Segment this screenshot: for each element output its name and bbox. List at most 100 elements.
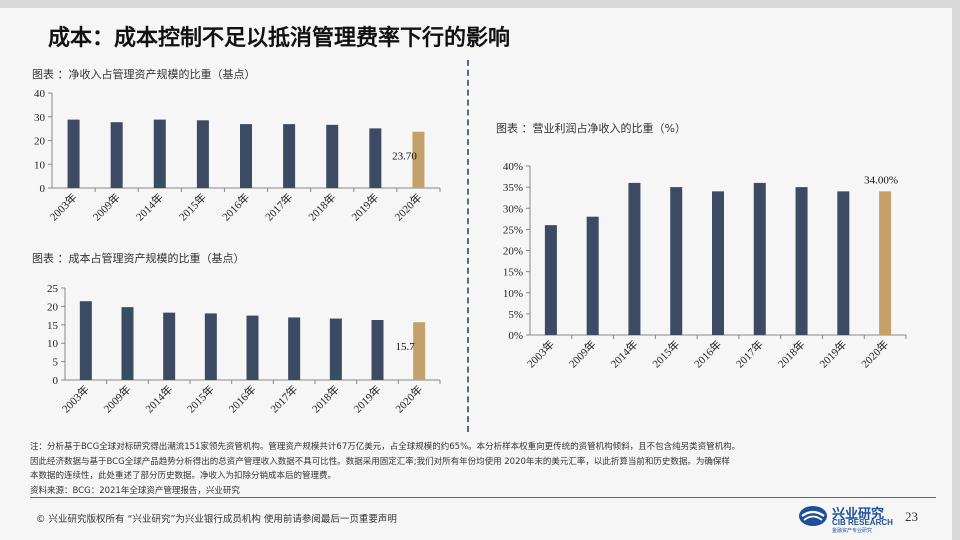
note-line: 因此经济数据与基于BCG全球产品趋势分析得出的总资产管理收入数据不具可比性。数据…: [30, 456, 730, 467]
bar: [326, 124, 339, 188]
y-tick-label: 30: [34, 112, 46, 124]
y-tick-label: 10: [34, 159, 46, 171]
bar: [153, 119, 166, 188]
y-tick-label: 0: [53, 375, 59, 387]
x-tick-label: 2019年: [816, 337, 849, 370]
bar: [121, 307, 134, 380]
x-tick-label: 2017年: [262, 190, 295, 223]
x-tick-label: 2020年: [391, 190, 424, 223]
x-tick-label: 2014年: [142, 382, 175, 415]
x-tick-label: 2009年: [566, 337, 599, 370]
x-tick-label: 2019年: [350, 382, 383, 415]
x-tick-label: 2016年: [219, 190, 252, 223]
x-tick-label: 2017年: [267, 382, 300, 415]
bar: [544, 225, 557, 335]
logo-sub: 金融资产专业研究: [832, 528, 873, 534]
chart3-title: 图表 ：营业利润占净收入的比重（%）: [496, 122, 686, 135]
x-tick-label: 2014年: [133, 190, 166, 223]
bar: [204, 313, 217, 380]
bar: [412, 131, 425, 188]
x-tick-label: 2009年: [100, 382, 133, 415]
data-label: 34.00%: [864, 174, 898, 186]
bar: [413, 322, 426, 380]
vertical-divider: [467, 60, 469, 432]
bar: [628, 182, 641, 335]
x-tick-label: 2003年: [524, 337, 557, 370]
slide-title: 成本：成本控制不足以抵消管理费率下行的影响: [48, 25, 511, 51]
bar: [288, 317, 301, 380]
y-tick-label: 40%: [503, 161, 523, 173]
x-tick-label: 2017年: [733, 337, 766, 370]
bar: [670, 187, 683, 335]
x-tick-label: 2020年: [392, 382, 425, 415]
bar: [753, 182, 766, 335]
y-tick-label: 40: [34, 88, 46, 100]
bar: [795, 187, 808, 335]
y-tick-label: 20: [34, 136, 46, 148]
bar: [196, 120, 209, 188]
note-line: 注：分析基于BCG全球对标研究得出潮流151家领先资管机构。管理资产规模共计67…: [30, 442, 741, 452]
bar: [163, 312, 176, 380]
bar: [369, 128, 382, 188]
chart2-title: 图表 ：成本占管理资产规模的比重（基点）: [32, 252, 245, 265]
chart-cost-share: 0 5 10 15 20 25 2003年 2009年 2014年 2015年 2016年 2017年…: [47, 283, 441, 415]
bar: [329, 318, 342, 380]
x-tick-label: 2018年: [305, 190, 338, 223]
bar: [246, 315, 259, 380]
bar: [79, 301, 92, 380]
x-tick-label: 2003年: [59, 382, 92, 415]
logo-cn: 兴业研究: [832, 507, 885, 522]
y-tick-label: 20: [47, 301, 59, 313]
y-tick-label: 0: [40, 183, 46, 195]
bar: [586, 216, 599, 335]
bar: [67, 119, 80, 188]
x-tick-label: 2018年: [309, 382, 342, 415]
chart-operating-profit-share: 0% 5% 10% 15% 20% 25% 30% 35% 40% 2003年 2009年 2014年…: [503, 161, 907, 370]
bar: [879, 191, 892, 335]
y-tick-label: 10%: [503, 288, 523, 300]
bar: [240, 124, 252, 188]
bar: [283, 124, 296, 188]
y-tick-label: 15%: [503, 267, 523, 279]
note-line: 本数据的连续性，此处重述了部分历史数据。净收入为扣除分销成本后的管理费。: [30, 471, 337, 481]
x-tick-label: 2003年: [46, 190, 79, 223]
bar: [110, 122, 123, 188]
x-tick-label: 2015年: [184, 382, 217, 415]
y-tick-label: 35%: [503, 182, 523, 194]
y-tick-label: 30%: [503, 203, 523, 215]
bar: [712, 191, 724, 335]
y-tick-label: 0%: [508, 330, 523, 342]
x-tick-label: 2018年: [774, 337, 807, 370]
data-label: 23.70: [392, 151, 417, 163]
x-tick-label: 2019年: [348, 190, 381, 223]
x-tick-label: 2015年: [649, 337, 682, 370]
y-tick-label: 20%: [503, 246, 523, 258]
source-line: 资料来源：BCG：2021年全球资产管理报告，兴业研究: [30, 485, 240, 496]
y-tick-label: 10: [47, 338, 59, 350]
data-label: 15.7: [396, 341, 416, 353]
x-tick-label: 2016年: [691, 337, 724, 370]
top-border: [0, 0, 960, 8]
y-tick-label: 5: [53, 357, 59, 369]
bar: [837, 191, 850, 335]
x-tick-label: 2016年: [225, 382, 258, 415]
chart-net-revenue-share: 0 10 20 30 40 2003年 2009年 2014年 2015年 2016年 2017年 2…: [34, 88, 441, 223]
x-tick-label: 2009年: [90, 190, 123, 223]
x-tick-label: 2014年: [607, 337, 640, 370]
x-tick-label: 2015年: [176, 190, 209, 223]
notes: 注：分析基于BCG全球对标研究得出潮流151家领先资管机构。管理资产规模共计67…: [30, 440, 940, 498]
chart1-title: 图表 ：净收入占管理资产规模的比重（基点）: [32, 68, 256, 81]
logo-en: CIB RESEARCH: [832, 518, 893, 527]
y-tick-label: 15: [47, 320, 59, 332]
cib-logo-icon: [799, 506, 827, 526]
footer-text: © 兴业研究版权所有 “兴业研究”为兴业银行成员机构 使用前请参阅最后一页重要声…: [36, 514, 397, 525]
right-border: [952, 0, 960, 540]
y-tick-label: 25: [47, 283, 59, 295]
y-tick-label: 25%: [503, 224, 523, 236]
y-tick-label: 5%: [508, 309, 523, 321]
bar: [371, 320, 384, 380]
cib-logo: 兴业研究 CIB RESEARCH 金融资产专业研究: [798, 503, 898, 534]
page-number: 23: [905, 509, 918, 524]
x-tick-label: 2020年: [858, 337, 891, 370]
footer-divider: [30, 497, 936, 498]
